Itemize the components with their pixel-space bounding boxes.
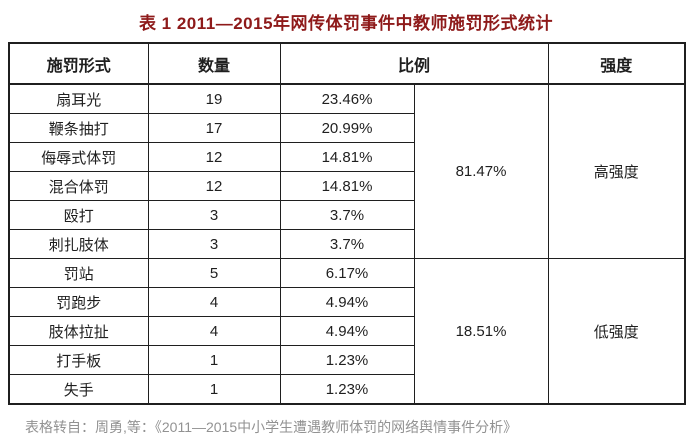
cell-form: 罚站 xyxy=(8,258,149,288)
cell-count: 4 xyxy=(147,316,281,346)
col-header-intensity: 强度 xyxy=(547,42,686,85)
table-row: 刺扎肢体 3 3.7% xyxy=(8,229,685,259)
table-row: 侮辱式体罚 12 14.81% xyxy=(8,142,685,172)
table-title: 表 1 2011—2015年网传体罚事件中教师施罚形式统计 xyxy=(138,14,554,33)
cell-form: 失手 xyxy=(8,374,149,405)
cell-intensity: 低强度 xyxy=(547,258,686,405)
table-row: 混合体罚 12 14.81% xyxy=(8,171,685,201)
cell-percent: 1.23% xyxy=(279,345,415,375)
cell-form: 罚跑步 xyxy=(8,287,149,317)
table-row: 打手板 1 1.23% xyxy=(8,345,685,375)
table-row: 鞭条抽打 17 20.99% xyxy=(8,113,685,143)
cell-percent: 23.46% xyxy=(279,83,415,114)
cell-count: 19 xyxy=(147,83,281,114)
cell-count: 4 xyxy=(147,287,281,317)
header-row: 施罚形式 数量 比例 强度 xyxy=(8,42,686,85)
cell-group-percent: 81.47% xyxy=(413,83,549,259)
cell-percent: 3.7% xyxy=(279,200,415,230)
cell-percent: 14.81% xyxy=(279,171,415,201)
cell-percent: 6.17% xyxy=(279,258,415,288)
cell-count: 3 xyxy=(147,200,281,230)
punishment-stats-table: 施罚形式 数量 比例 强度 扇耳光 19 23.46% 81.47% 高强度 鞭… xyxy=(8,42,687,405)
cell-group-percent: 18.51% xyxy=(413,258,549,405)
table-row: 肢体拉扯 4 4.94% xyxy=(8,316,685,346)
cell-percent: 3.7% xyxy=(279,229,415,259)
cell-percent: 4.94% xyxy=(279,287,415,317)
cell-percent: 4.94% xyxy=(279,316,415,346)
cell-form: 侮辱式体罚 xyxy=(8,142,149,172)
source-citation: 表格转自：周勇,等：《2011—2015中小学生遭遇教师体罚的网络舆情事件分析》 xyxy=(25,419,518,435)
table-row: 罚站 5 6.17% 18.51% 低强度 xyxy=(8,258,686,405)
cell-count: 1 xyxy=(147,345,281,375)
cell-form: 殴打 xyxy=(8,200,149,230)
cell-form: 鞭条抽打 xyxy=(8,113,149,143)
table-row: 罚跑步 4 4.94% xyxy=(8,287,685,317)
cell-form: 混合体罚 xyxy=(8,171,149,201)
table-row: 殴打 3 3.7% xyxy=(8,200,685,230)
table-row: 失手 1 1.23% xyxy=(8,374,685,405)
cell-percent: 1.23% xyxy=(279,374,415,405)
cell-count: 12 xyxy=(147,171,281,201)
table-row: 扇耳光 19 23.46% 81.47% 高强度 xyxy=(8,83,686,259)
cell-count: 5 xyxy=(147,258,281,288)
col-header-form: 施罚形式 xyxy=(8,42,149,85)
col-header-percent: 比例 xyxy=(279,42,549,85)
cell-percent: 14.81% xyxy=(279,142,415,172)
cell-percent: 20.99% xyxy=(279,113,415,143)
cell-count: 17 xyxy=(147,113,281,143)
cell-form: 肢体拉扯 xyxy=(8,316,149,346)
cell-intensity: 高强度 xyxy=(547,83,686,259)
cell-count: 12 xyxy=(147,142,281,172)
cell-form: 打手板 xyxy=(8,345,149,375)
cell-form: 刺扎肢体 xyxy=(8,229,149,259)
col-header-count: 数量 xyxy=(147,42,281,85)
cell-count: 1 xyxy=(147,374,281,405)
cell-form: 扇耳光 xyxy=(8,83,149,114)
cell-count: 3 xyxy=(147,229,281,259)
